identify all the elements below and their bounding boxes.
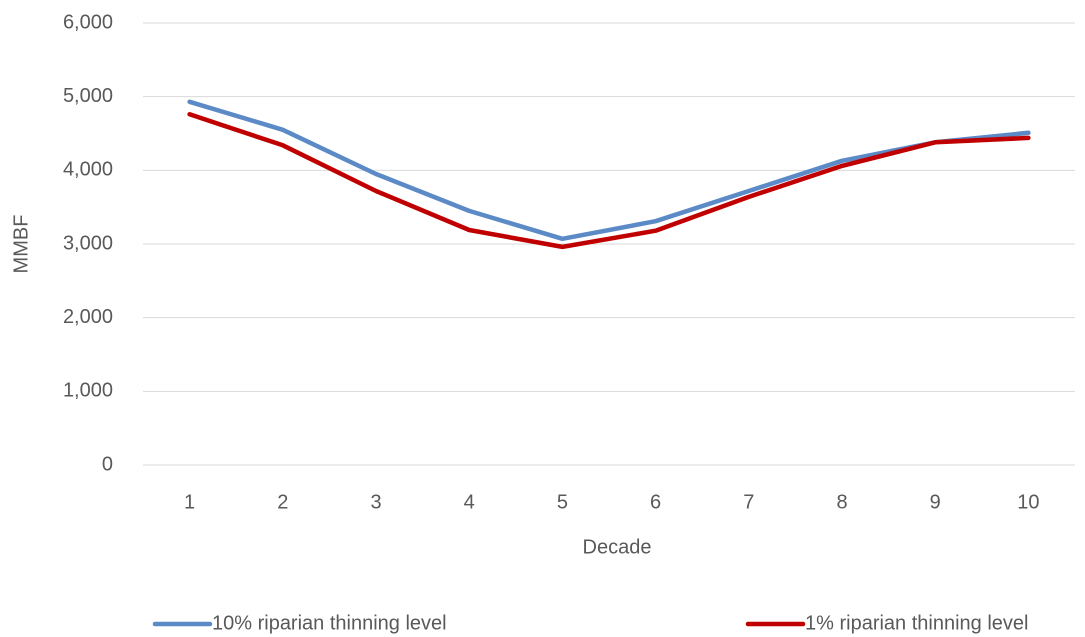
series-line	[187, 112, 1031, 250]
y-tick-label: 3,000	[63, 232, 113, 254]
series-line	[187, 99, 1031, 242]
x-tick-label: 6	[650, 491, 661, 513]
x-axis-label: Decade	[583, 536, 652, 558]
x-tick-label: 8	[836, 491, 847, 513]
x-tick-label: 5	[557, 491, 568, 513]
x-tick-label: 7	[743, 491, 754, 513]
y-tick-label: 4,000	[63, 159, 113, 181]
x-tick-label: 9	[930, 491, 941, 513]
x-tick-label: 2	[277, 491, 288, 513]
x-tick-label: 3	[370, 491, 381, 513]
y-tick-label: 2,000	[63, 306, 113, 328]
legend-label: 10% riparian thinning level	[212, 612, 447, 634]
y-axis-label: MMBF	[10, 215, 32, 274]
x-tick-label: 1	[184, 491, 195, 513]
x-tick-label: 10	[1017, 491, 1039, 513]
y-tick-label: 1,000	[63, 380, 113, 402]
y-tick-label: 5,000	[63, 85, 113, 107]
x-tick-label: 4	[464, 491, 475, 513]
legend-label: 1% riparian thinning level	[805, 612, 1028, 634]
y-tick-label: 0	[102, 453, 113, 475]
y-tick-label: 6,000	[63, 11, 113, 33]
